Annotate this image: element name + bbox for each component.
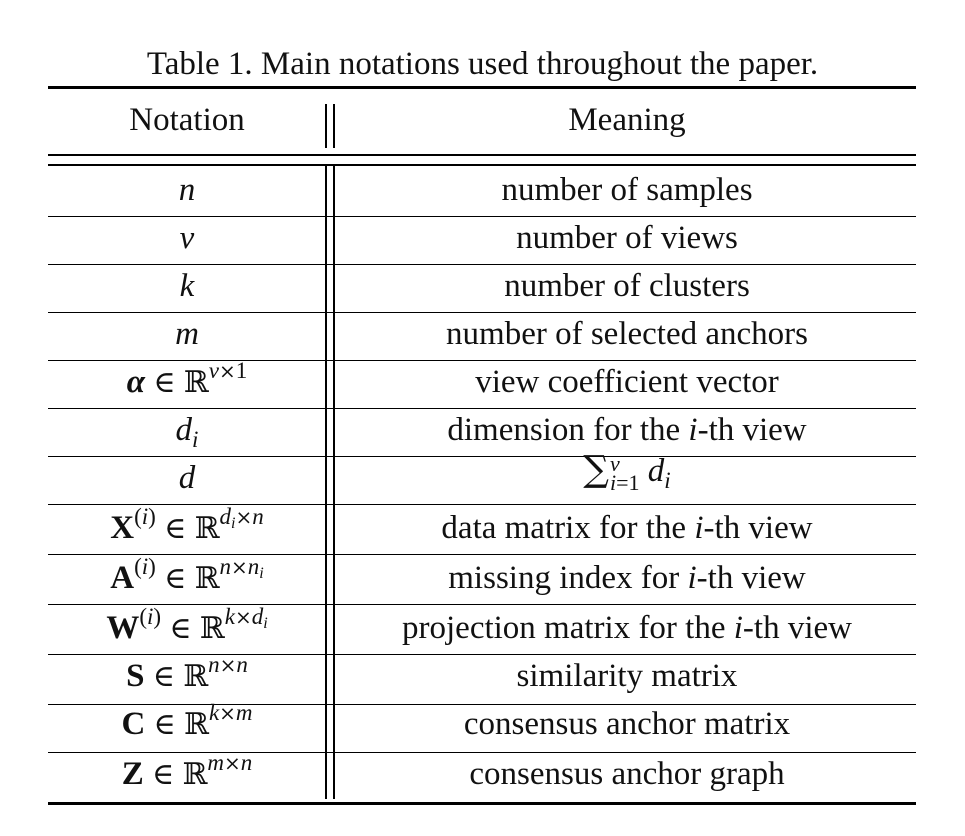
meaning-cell: number of clusters (504, 268, 750, 304)
meaning-cell: missing index for i-th view (448, 560, 806, 596)
notation-cell: Z ∈ ℝm×n (121, 750, 253, 792)
notation-cell: n (178, 172, 196, 208)
meaning-cell: ∑v i=1 di (583, 449, 671, 496)
notation-cell: v (179, 220, 195, 256)
row-divider (48, 264, 916, 266)
notation-cell: A(i) ∈ ℝn×ni (110, 554, 264, 596)
meaning-cell: similarity matrix (516, 658, 738, 694)
notation-cell: m (175, 316, 199, 352)
row-divider (48, 654, 916, 656)
column-separator-right (333, 104, 335, 148)
notation-cell: k (179, 268, 195, 304)
row-divider (48, 456, 916, 458)
header-meaning: Meaning (568, 102, 686, 138)
header-rule-2 (48, 164, 916, 166)
notation-cell: d (178, 460, 196, 496)
notation-cell: S ∈ ℝn×n (126, 652, 248, 694)
bottom-rule (48, 802, 916, 805)
row-divider (48, 704, 916, 706)
column-separator-left (325, 104, 327, 148)
notation-cell: W(i) ∈ ℝk×di (106, 604, 268, 646)
row-divider (48, 752, 916, 754)
row-divider (48, 360, 916, 362)
column-separator-right (333, 166, 335, 799)
meaning-cell: consensus anchor graph (469, 756, 785, 792)
row-divider (48, 216, 916, 218)
meaning-cell: data matrix for the i-th view (441, 510, 813, 546)
header-notation: Notation (129, 102, 245, 138)
meaning-cell: dimension for the i-th view (447, 412, 807, 448)
meaning-cell: number of samples (501, 172, 753, 208)
column-separator-left (325, 166, 327, 799)
header-rule-1 (48, 154, 916, 156)
notation-cell: X(i) ∈ ℝdi×n (110, 504, 264, 546)
notation-cell: di (175, 412, 199, 452)
notation-cell: α ∈ ℝv×1 (126, 358, 248, 400)
notation-cell: C ∈ ℝk×m (121, 700, 253, 742)
row-divider (48, 312, 916, 314)
meaning-cell: number of selected anchors (446, 316, 808, 352)
row-divider (48, 604, 916, 606)
table-caption: Table 1. Main notations used throughout … (146, 46, 819, 82)
meaning-cell: view coefficient vector (475, 364, 779, 400)
row-divider (48, 504, 916, 506)
meaning-cell: number of views (516, 220, 738, 256)
row-divider (48, 554, 916, 556)
meaning-cell: projection matrix for the i-th view (402, 610, 852, 646)
meaning-cell: consensus anchor matrix (463, 706, 791, 742)
row-divider (48, 408, 916, 410)
top-rule (48, 86, 916, 89)
